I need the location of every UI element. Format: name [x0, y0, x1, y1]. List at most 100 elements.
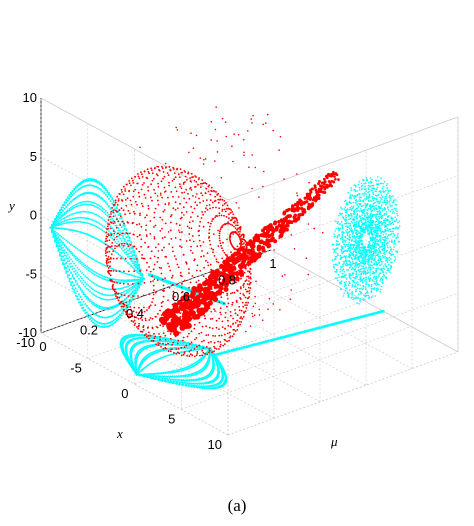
projection-point	[106, 306, 109, 309]
projection-point	[359, 249, 362, 252]
projection-point	[378, 228, 381, 230]
projection-point	[106, 322, 109, 325]
projection-point	[370, 230, 373, 233]
projection-point	[348, 267, 351, 269]
projection-point	[66, 248, 69, 251]
projection-point	[367, 224, 370, 227]
projection-point	[142, 336, 144, 339]
projection-point	[364, 292, 367, 295]
projection-point	[87, 217, 90, 220]
projection-point	[87, 284, 90, 287]
projection-point	[392, 230, 394, 233]
projection-point	[366, 195, 368, 198]
projection-point	[71, 274, 74, 276]
projection-point	[375, 284, 378, 287]
projection-point	[71, 260, 74, 263]
projection-point	[338, 214, 340, 217]
projection-point	[97, 195, 99, 198]
projection-point	[90, 218, 93, 221]
projection-point	[131, 250, 134, 253]
projection-point	[101, 184, 104, 186]
projection-point	[59, 245, 61, 248]
projection-point	[93, 180, 96, 183]
projection-point	[84, 200, 87, 203]
projection-point	[109, 195, 112, 198]
projection-point	[376, 234, 379, 237]
projection-point	[200, 383, 203, 385]
projection-point	[379, 291, 382, 293]
projection-point	[361, 188, 363, 190]
projection-point	[57, 247, 60, 250]
projection-point	[168, 343, 171, 345]
projection-point	[59, 242, 61, 244]
projection-point	[198, 383, 201, 385]
projection-point	[135, 281, 137, 284]
projection-point	[390, 196, 392, 198]
projection-point	[123, 298, 126, 301]
projection-point	[352, 266, 354, 269]
projection-point	[129, 335, 132, 338]
projection-point	[79, 183, 82, 185]
projection-point	[335, 244, 338, 246]
projection-point	[180, 344, 183, 346]
projection-point	[54, 220, 56, 223]
projection-point	[103, 293, 106, 296]
projection-point	[95, 180, 98, 183]
projection-point	[131, 280, 134, 282]
projection-point	[358, 220, 361, 222]
projection-point	[71, 199, 74, 202]
projection-point	[114, 208, 117, 211]
projection-point	[205, 385, 207, 388]
projection-point	[207, 387, 210, 389]
projection-point	[337, 254, 339, 257]
projection-point	[354, 228, 356, 231]
projection-point	[344, 209, 347, 212]
projection-point	[101, 229, 104, 232]
projection-point	[334, 270, 336, 273]
projection-point	[95, 290, 98, 293]
projection-point	[130, 260, 133, 262]
projection-point	[397, 233, 399, 235]
projection-point	[385, 195, 387, 198]
projection-point	[128, 255, 131, 258]
projection-point	[133, 284, 136, 287]
projection-point	[377, 253, 379, 256]
projection-point	[176, 381, 179, 384]
projection-point	[116, 242, 118, 245]
projection-point	[71, 213, 74, 216]
projection-point	[79, 260, 82, 263]
projection-point	[367, 232, 369, 234]
projection-point	[52, 234, 55, 236]
projection-point	[375, 251, 377, 254]
projection-point	[389, 271, 391, 274]
projection-point	[390, 266, 393, 269]
projection-point	[357, 242, 359, 244]
projection-point	[395, 250, 397, 253]
projection-point	[136, 276, 139, 278]
projection-point	[359, 276, 362, 278]
projection-point	[108, 325, 110, 328]
projection-point	[120, 240, 123, 242]
projection-point	[375, 232, 378, 235]
projection-point	[73, 256, 75, 258]
projection-point	[93, 289, 96, 292]
projection-point	[365, 277, 367, 279]
projection-point	[125, 279, 128, 282]
projection-point	[84, 210, 87, 213]
projection-point	[357, 183, 360, 186]
projection-point	[98, 227, 101, 230]
projection-point	[127, 280, 129, 283]
projection-point	[392, 210, 395, 213]
projection-point	[111, 227, 114, 230]
projection-point	[62, 227, 64, 230]
projection-point	[391, 208, 393, 211]
projection-point	[360, 208, 362, 210]
projection-point	[87, 222, 90, 225]
projection-point	[111, 198, 114, 201]
projection-point	[373, 280, 375, 283]
projection-point	[365, 272, 367, 275]
projection-point	[65, 247, 68, 249]
projection-point	[338, 223, 341, 225]
projection-point	[78, 277, 80, 280]
projection-point	[85, 287, 88, 290]
